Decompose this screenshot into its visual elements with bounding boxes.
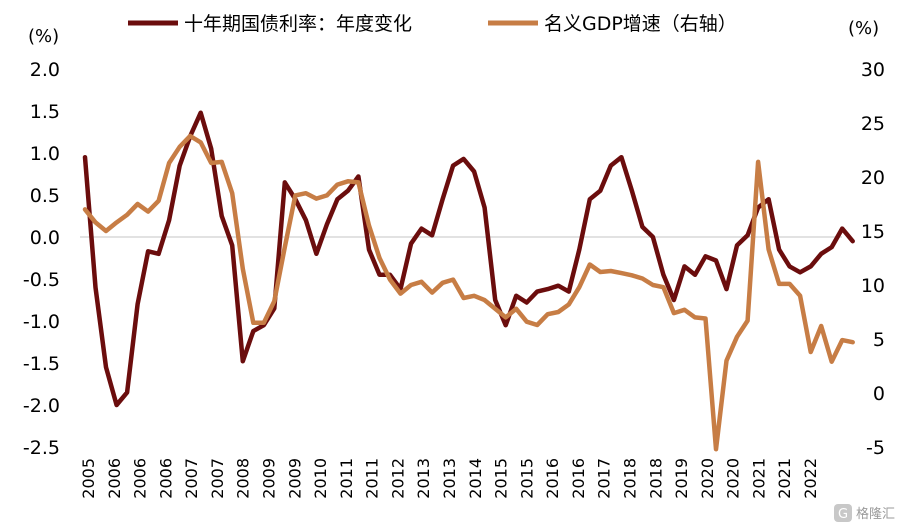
right-tick-label: -5 [866,437,885,459]
left-axis-ticks: 2.0 1.5 1.0 0.5 0.0 -0.5 -1.0 -1.5 -2.0 -2.5 [23,59,60,459]
left-tick-label: -2.0 [23,395,60,417]
x-tick-label: 2016 [543,458,562,499]
x-tick-label: 2010 [311,458,330,499]
watermark-text: 格隆汇 [856,506,895,522]
right-tick-label: 15 [861,221,885,243]
left-axis-unit: (%) [28,26,59,47]
x-tick-label: 2011 [363,458,382,499]
x-tick-label: 2007 [182,458,201,499]
right-tick-label: 10 [861,275,885,297]
watermark: G 格隆汇 [834,504,895,522]
left-tick-label: -1.0 [23,311,60,333]
right-tick-label: 30 [861,59,885,81]
x-tick-label: 2013 [414,458,433,499]
x-tick-label: 2013 [440,458,459,499]
x-tick-label: 2020 [698,458,717,499]
left-tick-label: 0.5 [30,185,60,207]
x-tick-label: 2020 [724,458,743,499]
right-tick-label: 20 [861,167,885,189]
x-tick-label: 2015 [492,458,511,499]
x-tick-label: 2009 [260,458,279,499]
series-line-gdp [82,133,855,452]
x-tick-label: 2011 [337,458,356,499]
series-layer [82,110,855,452]
right-tick-label: 25 [861,113,885,135]
x-tick-label: 2006 [131,458,150,499]
x-tick-label: 2012 [388,458,407,499]
left-tick-label: 1.5 [30,101,60,123]
x-tick-label: 2015 [517,458,536,499]
legend-label-yield: 十年期国债利率：年度变化 [184,13,412,35]
left-tick-label: 0.0 [30,227,60,249]
left-tick-label: -2.5 [23,437,60,459]
x-tick-label: 2021 [775,458,794,499]
x-tick-label: 2008 [234,458,253,499]
watermark-logo-glyph: G [838,507,848,522]
legend: 十年期国债利率：年度变化 名义GDP增速（右轴） [128,13,737,35]
x-tick-label: 2018 [646,458,665,499]
x-tick-label: 2019 [672,458,691,499]
x-tick-label: 2021 [749,458,768,499]
x-tick-label: 2016 [569,458,588,499]
left-tick-label: 2.0 [30,59,60,81]
x-tick-label: 2009 [285,458,304,499]
left-tick-label: -1.5 [23,353,60,375]
right-tick-label: 0 [873,383,885,405]
left-tick-label: 1.0 [30,143,60,165]
x-tick-label: 2017 [595,458,614,499]
x-tick-label: 2018 [621,458,640,499]
right-tick-label: 5 [873,329,885,351]
series-line-yield [82,110,855,408]
right-axis-unit: (%) [848,18,879,39]
x-tick-label: 2006 [156,458,175,499]
x-tick-label: 2007 [208,458,227,499]
x-tick-label: 2006 [105,458,124,499]
right-axis-ticks: 30 25 20 15 10 5 0 -5 [861,59,885,459]
left-tick-label: -0.5 [23,269,60,291]
legend-label-gdp: 名义GDP增速（右轴） [544,13,737,35]
x-tick-label: 2005 [79,458,98,499]
x-tick-label: 2014 [466,458,485,499]
x-axis-ticks: 2005 2006 2006 2006 2007 2007 2008 2009 2009 2010… [79,458,820,499]
x-tick-label: 2022 [801,458,820,499]
watermark-logo-icon [834,504,852,522]
